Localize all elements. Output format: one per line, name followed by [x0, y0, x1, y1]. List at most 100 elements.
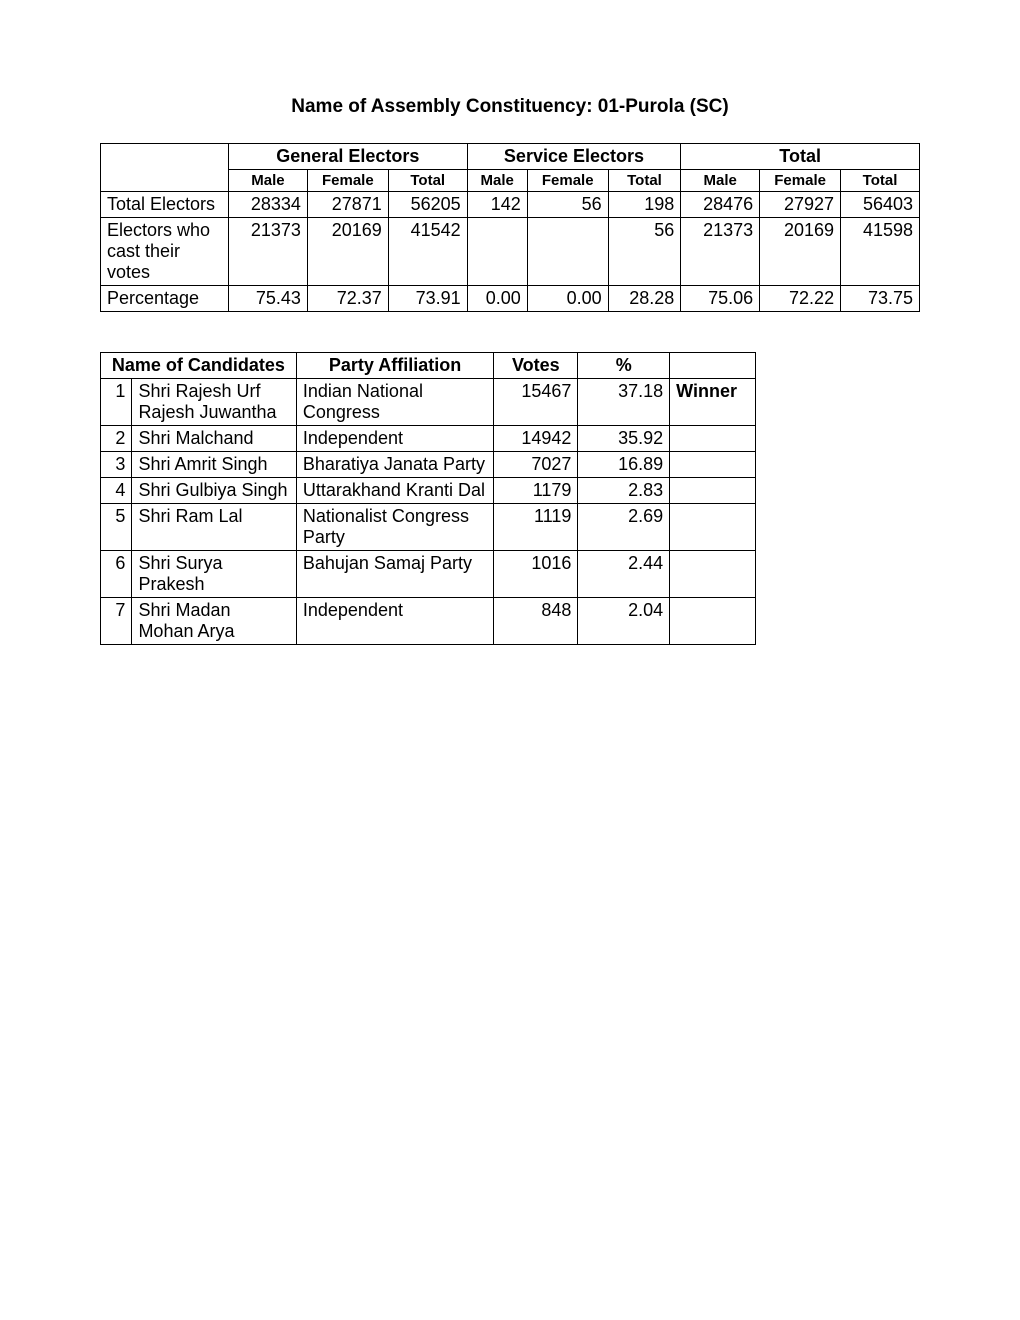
percentage: 16.89 — [578, 451, 670, 477]
header-name: Name of Candidates — [101, 352, 297, 378]
cell: 20169 — [760, 217, 841, 285]
table-row: 1Shri Rajesh Urf Rajesh JuwanthaIndian N… — [101, 378, 756, 425]
cell: 73.91 — [388, 285, 467, 311]
cell: 27927 — [760, 191, 841, 217]
result — [670, 477, 756, 503]
result — [670, 451, 756, 477]
cell: 0.00 — [527, 285, 608, 311]
table-row: Total Electors 28334 27871 56205 142 56 … — [101, 191, 920, 217]
percentage: 35.92 — [578, 425, 670, 451]
party-affiliation: Independent — [296, 597, 493, 644]
party-affiliation: Bahujan Samaj Party — [296, 550, 493, 597]
candidates-table: Name of Candidates Party Affiliation Vot… — [100, 352, 756, 645]
result: Winner — [670, 378, 756, 425]
cell: 56205 — [388, 191, 467, 217]
party-affiliation: Indian National Congress — [296, 378, 493, 425]
row-label: Percentage — [101, 285, 229, 311]
candidate-index: 4 — [101, 477, 132, 503]
table-row: Percentage 75.43 72.37 73.91 0.00 0.00 2… — [101, 285, 920, 311]
cell: 72.37 — [307, 285, 388, 311]
result — [670, 550, 756, 597]
votes: 848 — [494, 597, 578, 644]
empty-header — [101, 143, 229, 191]
header-group-row: General Electors Service Electors Total — [101, 143, 920, 169]
party-affiliation: Bharatiya Janata Party — [296, 451, 493, 477]
table-row: 4Shri Gulbiya SinghUttarakhand Kranti Da… — [101, 477, 756, 503]
header-service: Service Electors — [467, 143, 681, 169]
cell: 72.22 — [760, 285, 841, 311]
candidate-name: Shri Ram Lal — [132, 503, 296, 550]
cell: 56 — [608, 217, 681, 285]
party-affiliation: Uttarakhand Kranti Dal — [296, 477, 493, 503]
cell: 41598 — [841, 217, 920, 285]
table-row: 3Shri Amrit SinghBharatiya Janata Party7… — [101, 451, 756, 477]
candidate-name: Shri Amrit Singh — [132, 451, 296, 477]
candidate-index: 6 — [101, 550, 132, 597]
votes: 1016 — [494, 550, 578, 597]
cell: 142 — [467, 191, 527, 217]
header-result — [670, 352, 756, 378]
cell — [527, 217, 608, 285]
table-row: 6Shri Surya PrakeshBahujan Samaj Party10… — [101, 550, 756, 597]
header-row: Name of Candidates Party Affiliation Vot… — [101, 352, 756, 378]
cell: 28.28 — [608, 285, 681, 311]
sub-header: Female — [760, 169, 841, 191]
candidate-index: 3 — [101, 451, 132, 477]
cell: 41542 — [388, 217, 467, 285]
sub-header: Male — [229, 169, 308, 191]
candidate-name: Shri Rajesh Urf Rajesh Juwantha — [132, 378, 296, 425]
votes: 14942 — [494, 425, 578, 451]
candidate-name: Shri Gulbiya Singh — [132, 477, 296, 503]
cell — [467, 217, 527, 285]
percentage: 2.04 — [578, 597, 670, 644]
sub-header: Total — [841, 169, 920, 191]
cell: 198 — [608, 191, 681, 217]
result — [670, 597, 756, 644]
party-affiliation: Independent — [296, 425, 493, 451]
header-pct: % — [578, 352, 670, 378]
candidate-name: Shri Malchand — [132, 425, 296, 451]
cell: 75.06 — [681, 285, 760, 311]
percentage: 2.44 — [578, 550, 670, 597]
header-general: General Electors — [229, 143, 468, 169]
page-title: Name of Assembly Constituency: 01-Purola… — [100, 96, 920, 118]
cell: 75.43 — [229, 285, 308, 311]
percentage: 37.18 — [578, 378, 670, 425]
cell: 73.75 — [841, 285, 920, 311]
percentage: 2.69 — [578, 503, 670, 550]
result — [670, 425, 756, 451]
votes: 1119 — [494, 503, 578, 550]
cell: 27871 — [307, 191, 388, 217]
candidate-name: Shri Madan Mohan Arya — [132, 597, 296, 644]
candidate-index: 1 — [101, 378, 132, 425]
cell: 0.00 — [467, 285, 527, 311]
cell: 20169 — [307, 217, 388, 285]
table-row: 7Shri Madan Mohan AryaIndependent8482.04 — [101, 597, 756, 644]
votes: 7027 — [494, 451, 578, 477]
sub-header: Total — [388, 169, 467, 191]
votes: 15467 — [494, 378, 578, 425]
sub-header: Female — [307, 169, 388, 191]
table-row: Electors who cast their votes 21373 2016… — [101, 217, 920, 285]
party-affiliation: Nationalist Congress Party — [296, 503, 493, 550]
result — [670, 503, 756, 550]
votes: 1179 — [494, 477, 578, 503]
sub-header: Male — [681, 169, 760, 191]
header-votes: Votes — [494, 352, 578, 378]
cell: 28476 — [681, 191, 760, 217]
cell: 28334 — [229, 191, 308, 217]
percentage: 2.83 — [578, 477, 670, 503]
row-label: Total Electors — [101, 191, 229, 217]
header-party: Party Affiliation — [296, 352, 493, 378]
header-total: Total — [681, 143, 920, 169]
candidate-index: 2 — [101, 425, 132, 451]
table-row: 5Shri Ram LalNationalist Congress Party1… — [101, 503, 756, 550]
table-row: 2Shri MalchandIndependent1494235.92 — [101, 425, 756, 451]
candidate-index: 5 — [101, 503, 132, 550]
sub-header: Female — [527, 169, 608, 191]
cell: 56 — [527, 191, 608, 217]
cell: 21373 — [229, 217, 308, 285]
sub-header: Total — [608, 169, 681, 191]
candidate-index: 7 — [101, 597, 132, 644]
candidate-name: Shri Surya Prakesh — [132, 550, 296, 597]
